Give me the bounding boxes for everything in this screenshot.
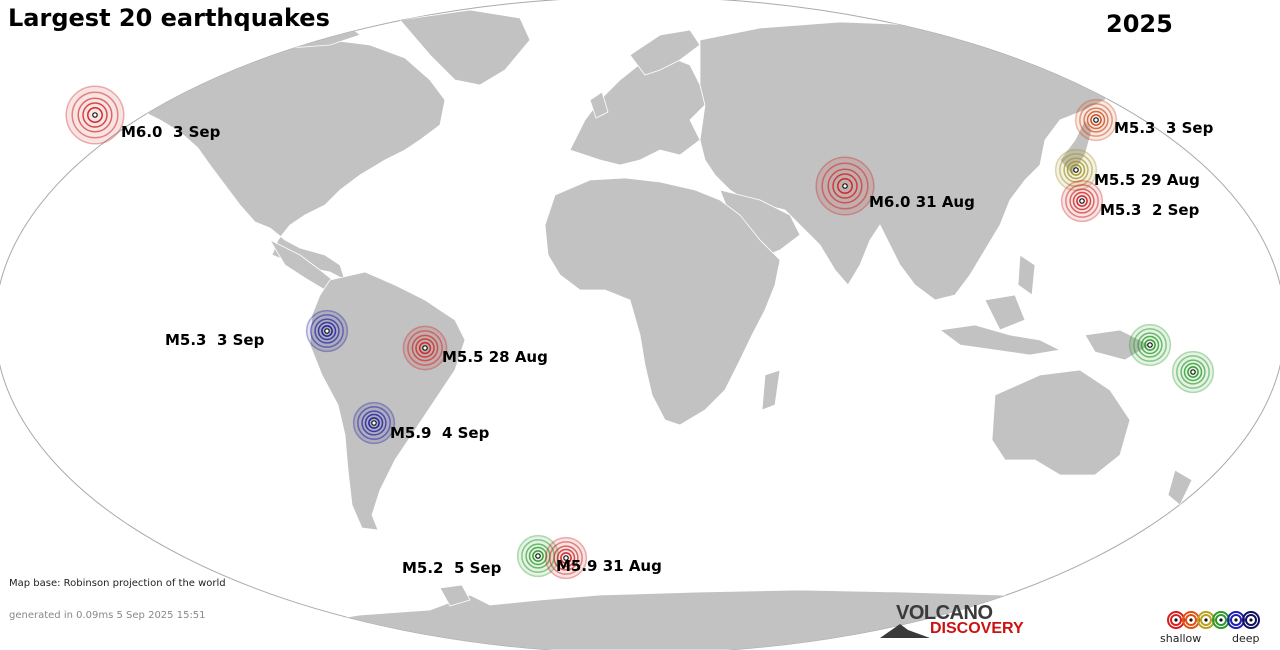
quake-marker[interactable] (544, 536, 588, 580)
quake-marker[interactable] (402, 325, 448, 371)
quake-marker[interactable] (1128, 323, 1172, 367)
quake-label-japan-north[interactable]: M5.3 3 Sep (1114, 119, 1214, 137)
legend-depth-swatch (1219, 618, 1223, 622)
quake-marker[interactable] (305, 309, 349, 353)
quake-marker[interactable] (815, 156, 875, 216)
quake-label-japan-south[interactable]: M5.3 2 Sep (1100, 201, 1200, 219)
year-label: 2025 (1106, 10, 1173, 38)
legend-depth-swatch (1174, 618, 1178, 622)
new-guinea (1084, 329, 1151, 361)
british-isles (589, 91, 609, 119)
south-america (309, 271, 466, 531)
borneo (984, 294, 1026, 331)
quake-marker[interactable] (1060, 179, 1104, 223)
quake-marker[interactable] (1074, 98, 1118, 142)
generated-note: generated in 0.09ms 5 Sep 2025 15:51 (9, 610, 206, 621)
legend-depth-swatch (1204, 618, 1208, 622)
quake-label-drake-passage[interactable]: M5.2 5 Sep (402, 559, 502, 577)
quake-marker[interactable] (1171, 350, 1215, 394)
australia (991, 369, 1131, 476)
map-title: Largest 20 earthquakes (8, 4, 330, 32)
legend-depth-swatch (1189, 618, 1193, 622)
volcano-icon (880, 624, 930, 638)
scandinavia (629, 29, 701, 76)
greenland (399, 9, 531, 86)
legend-depth-swatch (1249, 618, 1253, 622)
quake-label-bolivia[interactable]: M5.9 4 Sep (390, 424, 490, 442)
madagascar (761, 369, 781, 411)
quake-label-brazil[interactable]: M5.5 28 Aug (442, 348, 548, 366)
volcano-discovery-logo[interactable]: VOLCANO DISCOVERY (880, 602, 1040, 642)
quake-marker[interactable] (352, 401, 396, 445)
logo-text-volcano: VOLCANO (896, 602, 993, 624)
kamchatka (1119, 69, 1141, 111)
quake-label-alaska[interactable]: M6.0 3 Sep (121, 123, 221, 141)
quake-label-peru[interactable]: M5.3 3 Sep (165, 331, 265, 349)
quake-label-afghanistan[interactable]: M6.0 31 Aug (869, 193, 975, 211)
legend-deep-label: deep (1232, 632, 1260, 645)
legend-shallow-label: shallow (1160, 632, 1202, 645)
quake-marker[interactable] (65, 85, 125, 145)
africa (544, 177, 781, 426)
quake-label-japan-central[interactable]: M5.5 29 Aug (1094, 171, 1200, 189)
map-base-note: Map base: Robinson projection of the wor… (9, 578, 226, 589)
philippines (1017, 254, 1036, 296)
quake-marker[interactable] (516, 534, 560, 578)
antarctic-peninsula (439, 584, 471, 607)
logo-text-discovery: DISCOVERY (930, 620, 1024, 637)
indonesia (938, 324, 1062, 356)
legend-depth-swatch (1234, 618, 1238, 622)
depth-legend: shallow deep (1158, 608, 1270, 648)
quake-label-south-sandwich[interactable]: M5.9 31 Aug (556, 557, 662, 575)
